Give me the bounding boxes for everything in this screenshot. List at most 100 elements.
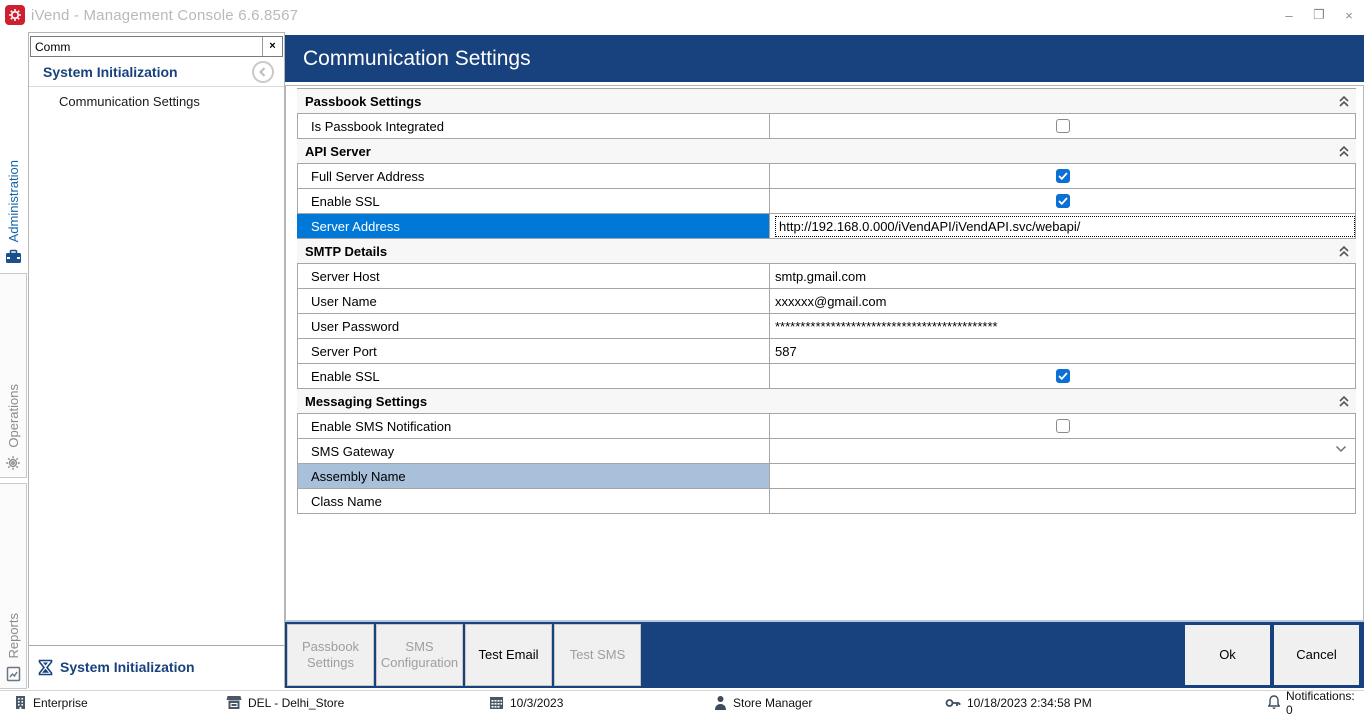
row-label-enable-ssl[interactable]: Enable SSL (297, 189, 770, 213)
row-value-sms-gateway[interactable] (770, 439, 1356, 463)
row-value-assembly-name[interactable] (770, 464, 1356, 488)
row-label-user-name[interactable]: User Name (297, 289, 770, 313)
full-server-address-checkbox[interactable] (1055, 169, 1070, 183)
status-10-18-2023-2-label: 10/18/2023 2:34:58 PM (967, 695, 1092, 710)
restore-button[interactable]: ❐ (1313, 7, 1325, 22)
row-value-user-password[interactable]: ****************************************… (770, 314, 1356, 338)
server-address-input[interactable] (775, 215, 1355, 237)
sms-configuration-button: SMS Configuration (376, 624, 463, 686)
hourglass-icon (38, 659, 53, 675)
collapse-icon[interactable] (1338, 95, 1350, 108)
setting-row-user-name: User Name xxxxxx@gmail.com (297, 288, 1356, 313)
is-passbook-integrated-checkbox[interactable] (1055, 119, 1070, 133)
row-label-is-passbook-integrated[interactable]: Is Passbook Integrated (297, 114, 770, 138)
section-header-passbook-settings[interactable]: Passbook Settings (297, 88, 1356, 113)
section-title: Passbook Settings (305, 93, 422, 109)
collapse-icon[interactable] (1338, 395, 1350, 408)
status-10-3-2023-label: 10/3/2023 (510, 695, 564, 710)
server-port-value: 587 (775, 343, 797, 359)
enable-ssl-checkbox[interactable] (1055, 194, 1070, 208)
section-header-messaging-settings[interactable]: Messaging Settings (297, 388, 1356, 413)
minimize-button[interactable]: – (1285, 7, 1293, 23)
setting-row-class-name: Class Name (297, 488, 1356, 513)
nav-tab-administration[interactable]: Administration (0, 100, 27, 270)
bell-icon (1268, 695, 1280, 710)
row-value-enable-sms-notification[interactable] (770, 414, 1356, 438)
status-store-manager: Store Manager (714, 691, 812, 714)
row-value-server-port[interactable]: 587 (770, 339, 1356, 363)
section-header-smtp-details[interactable]: SMTP Details (297, 238, 1356, 263)
test-sms-button: Test SMS (554, 624, 641, 686)
row-value-enable-ssl[interactable] (770, 364, 1356, 388)
row-value-server-address[interactable] (770, 214, 1356, 238)
module-tabstrip: Administration Operations Reports (0, 30, 28, 689)
close-button[interactable]: × (1345, 7, 1353, 23)
nav-tab-operations[interactable]: Operations (0, 273, 27, 478)
sidebar-header: System Initialization (29, 57, 284, 87)
row-value-is-passbook-integrated[interactable] (770, 114, 1356, 138)
sidebar: × System Initialization Communication Se… (28, 32, 285, 688)
sidebar-footer[interactable]: System Initialization (29, 645, 284, 688)
row-value-user-name[interactable]: xxxxxx@gmail.com (770, 289, 1356, 313)
setting-row-sms-gateway: SMS Gateway (297, 438, 1356, 463)
building-icon (14, 695, 27, 710)
ok-button[interactable]: Ok (1184, 624, 1271, 686)
back-button[interactable] (252, 60, 274, 83)
row-label-sms-gateway[interactable]: SMS Gateway (297, 439, 770, 463)
row-value-class-name[interactable] (770, 489, 1356, 513)
sidebar-item-communication-settings[interactable]: Communication Settings (59, 94, 200, 109)
status-notifications[interactable]: Notifications: 0 (1268, 688, 1364, 717)
nav-tab-reports[interactable]: Reports (0, 483, 27, 689)
enable-ssl-checkbox[interactable] (1055, 369, 1070, 383)
briefcase-icon (5, 249, 22, 264)
section-title: SMTP Details (305, 243, 388, 259)
main-panel: Communication Settings Passbook Settings… (285, 30, 1364, 688)
calendar-icon (489, 696, 504, 710)
report-icon (6, 666, 21, 682)
row-label-enable-ssl[interactable]: Enable SSL (297, 364, 770, 388)
chevron-down-icon[interactable] (1335, 445, 1347, 453)
row-label-full-server-address[interactable]: Full Server Address (297, 164, 770, 188)
row-label-assembly-name[interactable]: Assembly Name (297, 464, 770, 488)
row-value-enable-ssl[interactable] (770, 189, 1356, 213)
collapse-icon[interactable] (1338, 145, 1350, 158)
status-enterprise-label: Enterprise (33, 695, 88, 710)
action-bar: Passbook Settings SMS Configuration Test E… (285, 620, 1364, 688)
setting-row-user-password: User Password ***************************… (297, 313, 1356, 338)
sidebar-search: × (30, 36, 283, 57)
row-label-user-password[interactable]: User Password (297, 314, 770, 338)
setting-row-server-port: Server Port 587 (297, 338, 1356, 363)
status-notifications-label: Notifications: 0 (1286, 688, 1355, 717)
nav-tab-label: Reports (5, 613, 21, 659)
search-input[interactable] (31, 37, 262, 56)
row-label-server-address[interactable]: Server Address (297, 214, 770, 238)
cancel-button[interactable]: Cancel (1273, 624, 1360, 686)
setting-row-full-server-address: Full Server Address (297, 163, 1356, 188)
row-label-server-port[interactable]: Server Port (297, 339, 770, 363)
setting-row-server-host: Server Host smtp.gmail.com (297, 263, 1356, 288)
row-label-enable-sms-notification[interactable]: Enable SMS Notification (297, 414, 770, 438)
settings-grid: Passbook Settings Is Passbook Integrated A… (297, 88, 1356, 514)
setting-row-assembly-name: Assembly Name (297, 463, 1356, 488)
server-host-value: smtp.gmail.com (775, 268, 867, 284)
settings-content: Passbook Settings Is Passbook Integrated A… (285, 85, 1364, 620)
user-password-value: ****************************************… (775, 318, 998, 334)
nav-tab-label: Administration (6, 159, 21, 242)
passbook-settings-button: Passbook Settings (287, 624, 374, 686)
status-store-manager-label: Store Manager (733, 695, 813, 710)
row-label-server-host[interactable]: Server Host (297, 264, 770, 288)
store-icon (226, 695, 242, 710)
page-title: Communication Settings (285, 35, 1364, 82)
row-value-server-host[interactable]: smtp.gmail.com (770, 264, 1356, 288)
row-label-class-name[interactable]: Class Name (297, 489, 770, 513)
section-header-api-server[interactable]: API Server (297, 138, 1356, 163)
search-clear-button[interactable]: × (262, 37, 282, 56)
enable-sms-notification-checkbox[interactable] (1055, 419, 1070, 433)
setting-row-enable-ssl: Enable SSL (297, 188, 1356, 213)
row-value-full-server-address[interactable] (770, 164, 1356, 188)
test-email-button[interactable]: Test Email (465, 624, 552, 686)
key-icon (945, 697, 961, 709)
status-del-delhi-store: DEL - Delhi_Store (226, 691, 344, 714)
collapse-icon[interactable] (1338, 245, 1350, 258)
section-title: API Server (305, 143, 371, 159)
